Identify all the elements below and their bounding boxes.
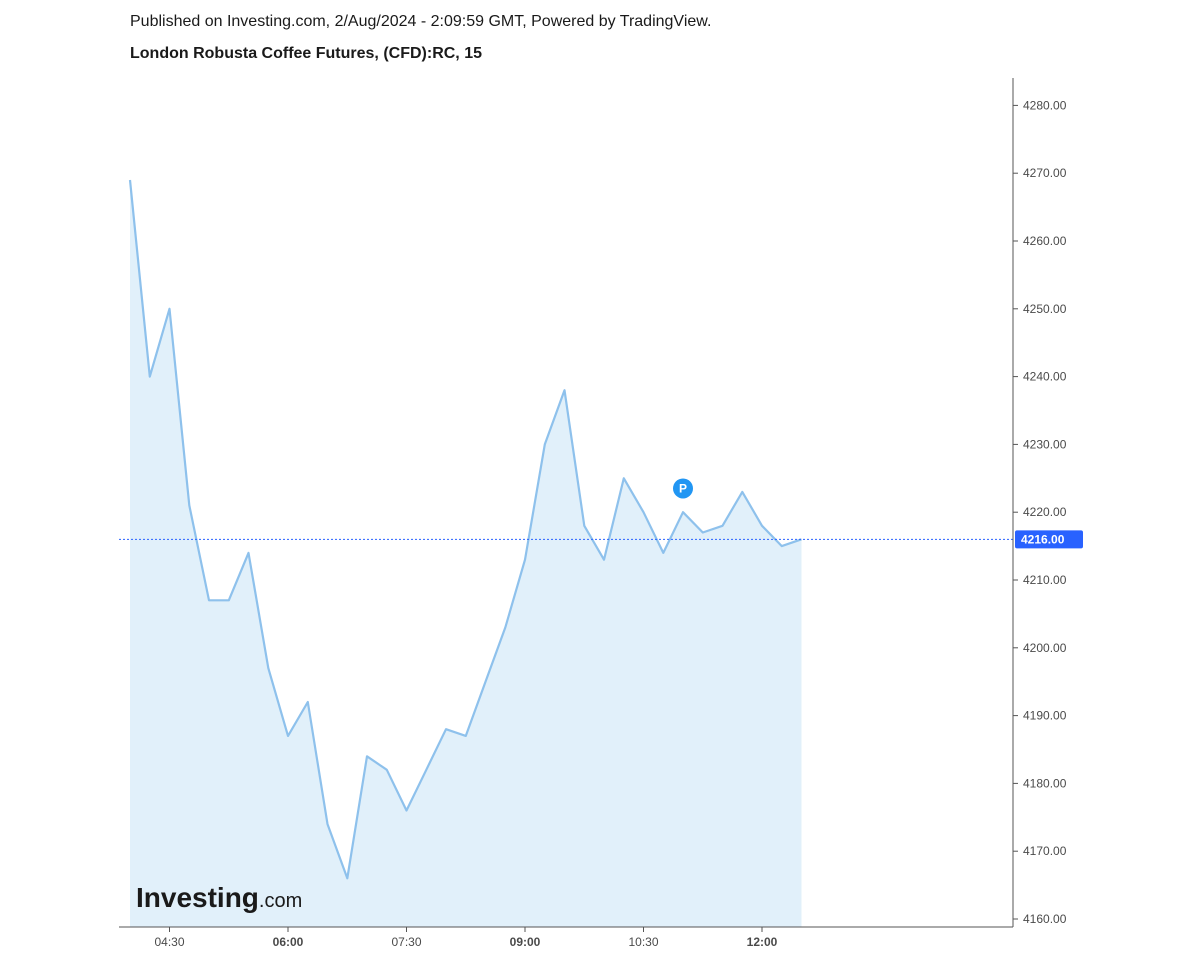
investing-logo: Investing.com — [136, 882, 302, 913]
y-tick-label: 4260.00 — [1023, 234, 1067, 248]
line-layer — [128, 179, 802, 880]
y-tick-label: 4220.00 — [1023, 505, 1067, 519]
x-tick-label: 04:30 — [154, 935, 184, 949]
last-price-tag — [1015, 530, 1083, 549]
series-area — [130, 180, 802, 927]
y-axis-ticks: 4280.00 4270.00 4260.00 4250.00 4240.00 4230.… — [1013, 98, 1083, 926]
x-tick-label: 10:30 — [628, 935, 658, 949]
y-tick-label: 4200.00 — [1023, 641, 1067, 655]
event-marker[interactable] — [673, 478, 693, 499]
logo-brand: Investing — [136, 882, 259, 913]
series-line — [128, 179, 802, 880]
x-tick-label: 12:00 — [747, 935, 778, 949]
logo-text: Investing.com — [136, 882, 302, 913]
marker-layer[interactable]: P — [673, 478, 693, 499]
x-axis-ticks: 04:30 06:00 07:30 09:00 10:30 12:00 — [154, 927, 778, 949]
event-marker-label: P — [679, 481, 687, 495]
y-tick-label: 4230.00 — [1023, 437, 1067, 451]
y-tick-label: 4180.00 — [1023, 776, 1067, 790]
y-tick-label: 4240.00 — [1023, 370, 1067, 384]
y-tick-label: 4280.00 — [1023, 98, 1067, 112]
x-tick-label: 06:00 — [273, 935, 304, 949]
area-layer — [130, 180, 802, 927]
logo-suffix: .com — [259, 890, 302, 912]
x-tick-label: 07:30 — [391, 935, 421, 949]
y-tick-label: 4190.00 — [1023, 709, 1067, 723]
chart-title: London Robusta Coffee Futures, (CFD):RC,… — [130, 45, 482, 62]
y-tick-label: 4250.00 — [1023, 302, 1067, 316]
y-tick-label: 4160.00 — [1023, 912, 1067, 926]
y-tick-label: 4270.00 — [1023, 166, 1067, 180]
published-info: Published on Investing.com, 2/Aug/2024 -… — [130, 13, 712, 30]
y-tick-label: 4170.00 — [1023, 844, 1067, 858]
axes — [119, 78, 1014, 928]
y-tick-label: 4210.00 — [1023, 573, 1067, 587]
x-tick-label: 09:00 — [510, 935, 541, 949]
last-price-label: 4216.00 — [1021, 532, 1065, 546]
